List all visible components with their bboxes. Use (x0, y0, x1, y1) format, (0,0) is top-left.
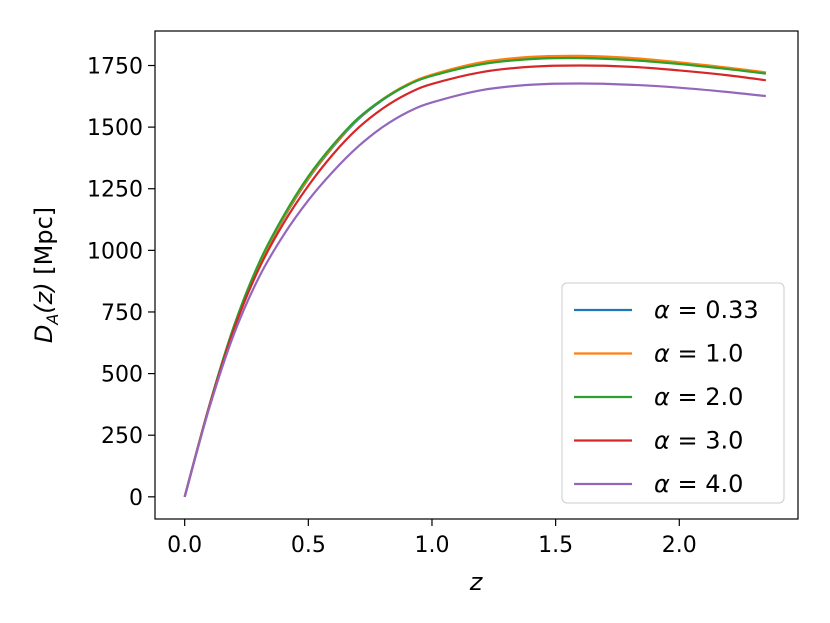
legend-label-greek: α (654, 427, 670, 455)
y-tick-label: 0 (129, 486, 143, 511)
x-tick-label: 1.0 (414, 533, 449, 558)
series-line-3 (183, 56, 766, 498)
series-line-4 (183, 64, 766, 498)
y-tick-label: 1750 (87, 55, 143, 80)
x-axis-label: z (469, 568, 484, 596)
y-axis-label-unit: [Mpc] (30, 207, 58, 283)
y-axis-label: DA(z) [Mpc] (30, 207, 62, 343)
legend-box (561, 282, 785, 504)
legend-items: α = 0.33α = 1.0α = 2.0α = 3.0α = 4.0 (574, 296, 759, 498)
legend-label-5: α = 4.0 (654, 470, 743, 498)
y-tick-label: 1500 (87, 116, 143, 141)
legend-label-3: α = 2.0 (654, 383, 743, 411)
x-tick-label: 0.5 (291, 533, 326, 558)
y-axis-label-sub: A (43, 314, 62, 326)
y-tick-label: 500 (101, 363, 143, 388)
x-tick-label: 0.0 (167, 533, 202, 558)
y-tick-label: 1250 (87, 178, 143, 203)
legend: α = 0.33α = 1.0α = 2.0α = 3.0α = 4.0 (561, 282, 785, 504)
y-tick-label: 750 (101, 301, 143, 326)
legend-label-2: α = 1.0 (654, 340, 743, 368)
y-tick-label: 1000 (87, 239, 143, 264)
series-lines (183, 54, 766, 498)
y-axis-ticks: 0 250 500 750 1000 1250 1500 1750 (87, 55, 155, 511)
y-tick-label: 250 (101, 424, 143, 449)
legend-label-value: = 4.0 (670, 470, 744, 498)
legend-label-greek: α (654, 470, 670, 498)
legend-label-value: = 0.33 (670, 296, 759, 324)
legend-label-value: = 3.0 (670, 427, 744, 455)
legend-label-4: α = 3.0 (654, 427, 743, 455)
x-tick-label: 2.0 (662, 533, 697, 558)
plot-frame (154, 30, 799, 520)
legend-label-1: α = 0.33 (654, 296, 759, 324)
x-tick-label: 1.5 (538, 533, 573, 558)
legend-label-value: = 2.0 (670, 383, 744, 411)
y-axis-label-rest: (z) (30, 282, 58, 313)
series-line-5 (183, 82, 766, 498)
legend-label-greek: α (654, 296, 670, 324)
legend-label-greek: α (654, 383, 670, 411)
legend-label-value: = 1.0 (670, 340, 744, 368)
legend-label-greek: α (654, 340, 670, 368)
x-axis-ticks: 0.0 0.5 1.0 1.5 2.0 (167, 519, 697, 558)
y-axis-label-main: D (30, 325, 58, 343)
